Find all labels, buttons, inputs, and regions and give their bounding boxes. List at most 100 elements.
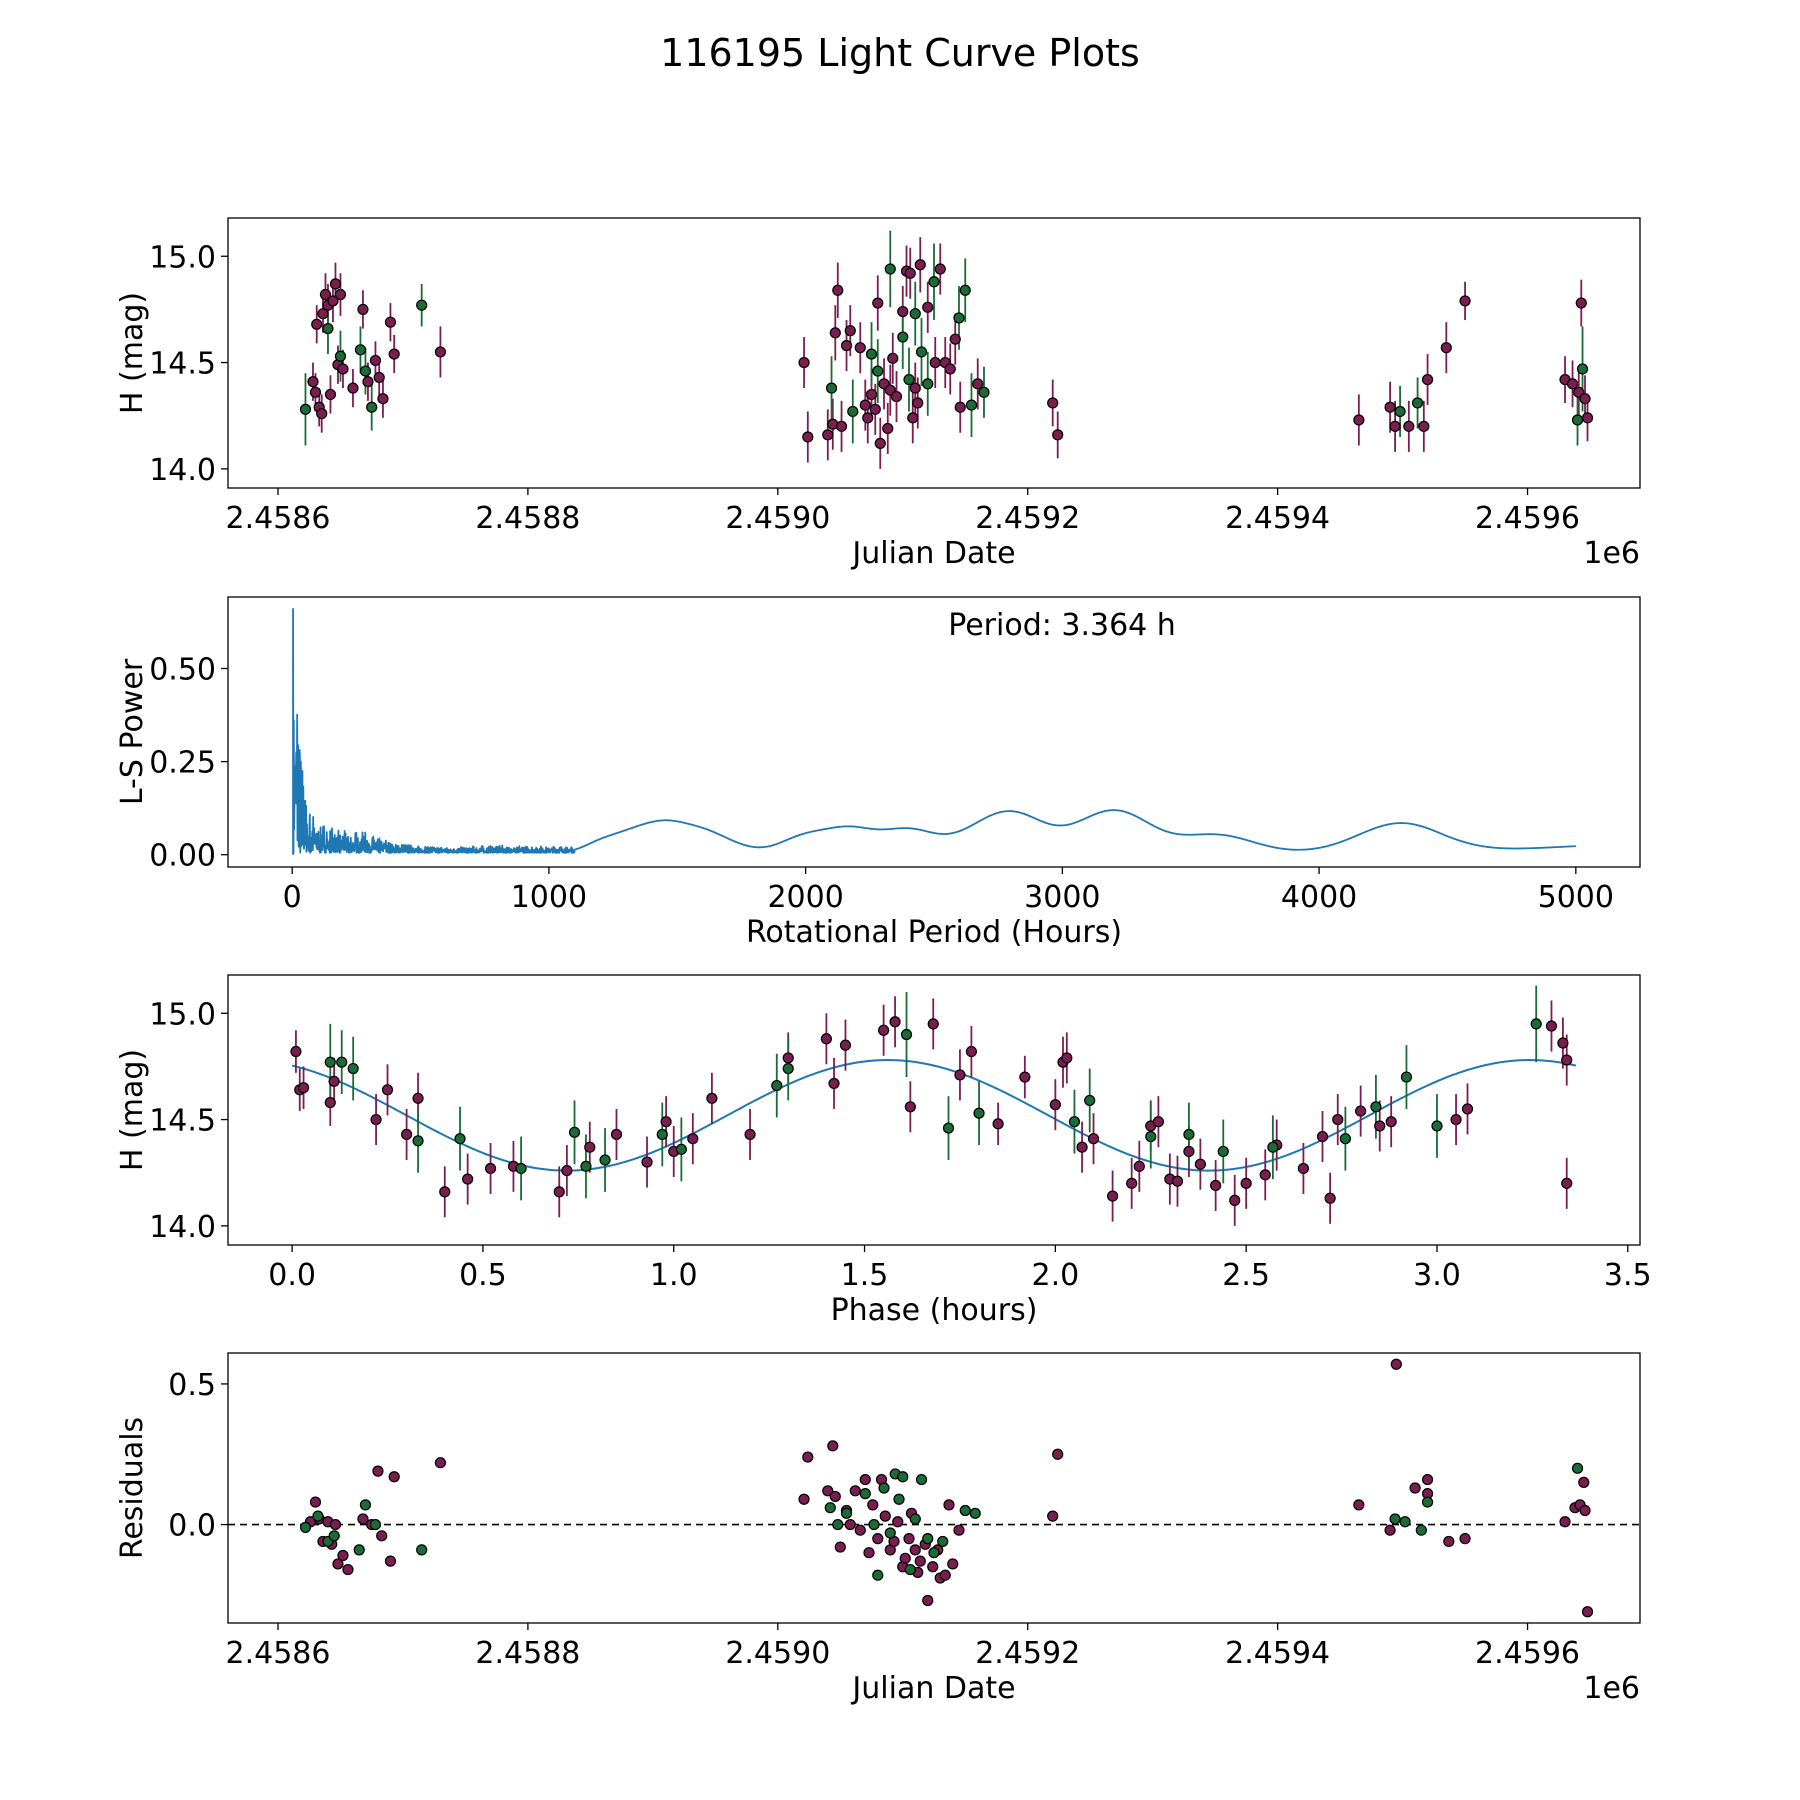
data-point-filter-o — [832, 284, 844, 296]
data-point-filter-o — [953, 1524, 965, 1536]
data-point-filter-o — [840, 339, 853, 352]
data-point-filter-c — [1431, 1120, 1443, 1132]
data-point-filter-o — [929, 356, 941, 369]
x-axis-label: Julian Date — [850, 1671, 1015, 1706]
x-tick-label: 2.4596 — [1475, 501, 1580, 536]
y-tick-label: 0.50 — [149, 653, 216, 688]
data-point-filter-c — [322, 322, 334, 335]
data-point-filter-c — [1145, 1130, 1157, 1143]
data-point-filter-o — [332, 1558, 344, 1570]
x-tick-label: 3000 — [1024, 880, 1100, 915]
data-point-filter-o — [798, 1493, 810, 1505]
data-point-filter-c — [884, 1527, 896, 1539]
data-point-filter-c — [893, 1493, 905, 1505]
data-point-filter-c — [1415, 1524, 1427, 1536]
data-point-filter-c — [868, 1518, 880, 1531]
data-point-filter-o — [1384, 1524, 1396, 1536]
data-point-filter-o — [872, 1533, 884, 1545]
data-point-filter-o — [1418, 420, 1430, 432]
data-point-filter-o — [867, 1499, 879, 1511]
x-tick-label: 2000 — [767, 880, 843, 915]
data-point-filter-c — [1571, 414, 1584, 426]
data-point-filter-o — [337, 1549, 349, 1562]
data-point-filter-c — [1339, 1133, 1351, 1145]
data-point-filter-c — [897, 1471, 909, 1483]
data-point-filter-c — [1389, 1513, 1401, 1525]
data-point-filter-o — [872, 297, 884, 309]
data-point-filter-o — [914, 1555, 926, 1567]
y-tick-label: 0.0 — [168, 1509, 216, 1544]
data-point-filter-c — [1411, 397, 1424, 409]
data-point-filter-c — [336, 1056, 348, 1068]
data-point-filter-o — [859, 399, 871, 411]
data-point-filter-o — [369, 354, 382, 367]
data-point-filter-c — [922, 1533, 934, 1545]
y-tick-label: 14.5 — [149, 347, 216, 382]
data-point-filter-o — [802, 431, 814, 443]
residuals-panel: 2.4586 2.4588 2.4590 2.4592 2.4594 2.4596 0.0 0… — [115, 1352, 1641, 1706]
data-point-filter-o — [947, 1558, 959, 1570]
data-point-filter-o — [878, 1024, 890, 1036]
data-point-filter-o — [1409, 1482, 1421, 1494]
data-point-filter-c — [903, 373, 915, 386]
data-point-filter-o — [865, 388, 878, 401]
data-point-filter-o — [307, 376, 319, 388]
data-point-filter-c — [328, 1530, 340, 1542]
data-point-filter-o — [1389, 420, 1401, 432]
data-point-filter-o — [862, 412, 874, 424]
data-point-filter-o — [641, 1156, 653, 1168]
data-point-filter-o — [462, 1173, 474, 1185]
data-point-filter-o — [553, 1186, 565, 1198]
periodogram-line — [292, 608, 1576, 855]
x-tick-label: 2.4594 — [1225, 1636, 1330, 1671]
data-point-filter-o — [1019, 1071, 1031, 1083]
y-tick-label: 15.0 — [149, 997, 216, 1032]
data-point-filter-o — [802, 1451, 814, 1463]
data-point-filter-c — [347, 1062, 359, 1075]
x-tick-label: 2.4586 — [225, 501, 330, 536]
data-point-filter-o — [863, 1547, 875, 1559]
data-point-filter-c — [324, 1056, 336, 1068]
data-point-filter-o — [377, 393, 389, 405]
data-point-filter-o — [1194, 1158, 1206, 1170]
data-point-filter-o — [1353, 414, 1365, 426]
data-point-filter-o — [370, 1113, 382, 1126]
data-point-filter-o — [1047, 397, 1059, 409]
data-point-filter-o — [965, 1045, 977, 1058]
data-point-filter-o — [324, 388, 337, 401]
data-point-filter-c — [824, 1502, 836, 1514]
data-point-filter-c — [878, 1482, 890, 1494]
data-point-filter-o — [1459, 1533, 1471, 1545]
data-point-filter-o — [297, 1082, 310, 1094]
data-point-filter-o — [372, 1465, 384, 1477]
axes-frame — [227, 217, 1641, 489]
x-axis-label: Rotational Period (Hours) — [746, 915, 1122, 950]
data-point-filter-o — [309, 386, 322, 398]
data-point-filter-o — [1579, 1504, 1591, 1517]
data-point-filter-o — [324, 1096, 336, 1109]
data-point-filter-o — [1581, 1606, 1594, 1618]
data-point-filter-o — [1052, 1448, 1064, 1460]
data-point-filter-c — [353, 1544, 365, 1556]
light-curve-panel: 2.4586 2.4588 2.4590 2.4592 2.4594 2.4596 14.0… — [115, 217, 1641, 571]
axes-frame — [227, 974, 1641, 1246]
data-point-filter-o — [384, 316, 397, 328]
data-point-filter-o — [869, 403, 881, 415]
data-point-filter-o — [376, 1530, 388, 1542]
x-offset-label: 1e6 — [1583, 1671, 1640, 1706]
x-tick-label: 3.0 — [1413, 1258, 1461, 1293]
data-point-filter-c — [359, 365, 372, 377]
data-point-filter-o — [610, 1128, 623, 1141]
data-point-filter-c — [847, 405, 859, 418]
data-point-filter-o — [1421, 373, 1434, 386]
data-point-filter-o — [854, 342, 866, 354]
data-point-filter-o — [439, 1186, 451, 1198]
data-point-filter-o — [373, 371, 385, 384]
data-point-filter-c — [1576, 363, 1589, 375]
data-point-filter-o — [1259, 1169, 1271, 1181]
data-point-filter-o — [706, 1092, 718, 1104]
data-point-filter-o — [829, 327, 841, 339]
plot-area — [299, 230, 1594, 469]
data-point-filter-o — [316, 407, 328, 420]
y-axis-label: L-S Power — [115, 658, 150, 805]
